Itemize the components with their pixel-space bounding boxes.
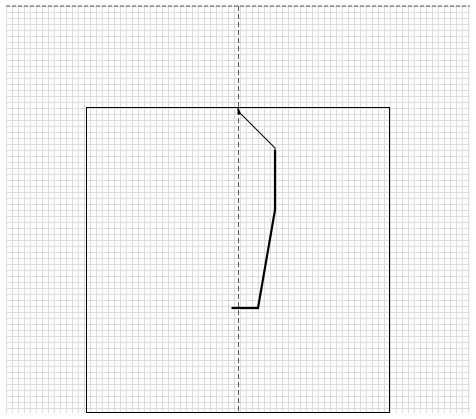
bounding-square[interactable]: [86, 107, 390, 413]
pattern-top-node[interactable]: [237, 108, 241, 115]
pattern-outline-bold[interactable]: [232, 150, 277, 310]
